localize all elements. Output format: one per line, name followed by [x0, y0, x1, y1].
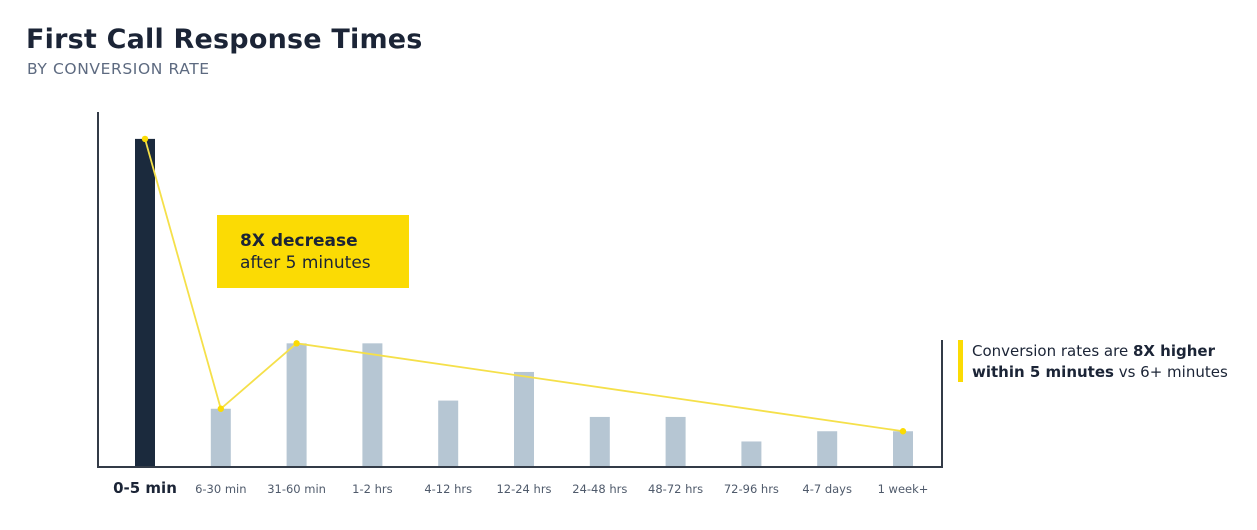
axes-group — [97, 112, 943, 468]
trend-line — [144, 138, 904, 433]
note-text-2: vs 6+ minutes — [1113, 363, 1228, 381]
bar-31-60-min — [286, 343, 307, 466]
bar-1-2-hrs — [362, 343, 383, 466]
callout-subline: after 5 minutes — [240, 253, 371, 273]
conversion-note: Conversion rates are 8X higher within 5 … — [972, 341, 1228, 383]
chart-title: First Call Response Times — [26, 24, 423, 55]
bar-24-48-hrs — [589, 416, 610, 466]
x-tick-label: 1 week+ — [878, 482, 929, 496]
trend-point-2 — [293, 340, 300, 347]
x-tick-label: 4-12 hrs — [424, 482, 472, 496]
x-tick-label: 0-5 min — [113, 479, 177, 497]
bar-12-24-hrs — [514, 371, 534, 466]
bar-6-30-min — [210, 408, 231, 466]
x-tick-label: 12-24 hrs — [496, 482, 551, 496]
bar-4-7-days — [817, 431, 838, 466]
x-tick-label: 4-7 days — [802, 482, 852, 496]
note-accent-bar — [958, 340, 963, 382]
x-tick-label: 6-30 min — [195, 482, 246, 496]
decrease-callout: 8X decrease after 5 minutes — [217, 215, 409, 288]
x-tick-label: 72-96 hrs — [724, 482, 779, 496]
x-tick-label: 31-60 min — [267, 482, 326, 496]
note-text-1: Conversion rates are — [972, 342, 1133, 360]
x-tick-label: 1-2 hrs — [352, 482, 392, 496]
x-tick-label: 48-72 hrs — [648, 482, 703, 496]
trend-point-0 — [141, 135, 149, 143]
note-bold-1: 8X higher — [1132, 342, 1215, 360]
callout-headline: 8X decrease — [240, 231, 358, 251]
bar-0-5-min — [135, 138, 155, 466]
trend-line-group — [141, 135, 907, 435]
bar-72-96-hrs — [741, 441, 762, 466]
bars-group — [135, 138, 913, 466]
trend-point-1 — [217, 405, 224, 412]
trend-point-3 — [899, 428, 907, 435]
bar-4-12-hrs — [438, 400, 459, 466]
bar-1-week- — [893, 431, 913, 466]
note-bold-2: within 5 minutes — [972, 363, 1114, 381]
x-tick-label: 24-48 hrs — [572, 482, 627, 496]
x-tick-labels: 0-5 min 6-30 min 31-60 min 1-2 hrs 4-12 hrs 1… — [113, 479, 928, 497]
chart-subtitle: BY CONVERSION RATE — [27, 60, 210, 78]
bar-48-72-hrs — [665, 416, 686, 466]
